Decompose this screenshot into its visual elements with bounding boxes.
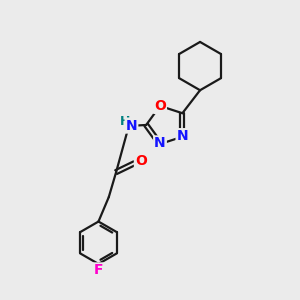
Text: O: O xyxy=(135,154,147,168)
Text: N: N xyxy=(154,136,166,150)
Text: O: O xyxy=(154,99,166,113)
Text: N: N xyxy=(177,129,188,143)
Text: N: N xyxy=(126,118,137,133)
Text: H: H xyxy=(119,115,130,128)
Text: F: F xyxy=(94,263,103,278)
